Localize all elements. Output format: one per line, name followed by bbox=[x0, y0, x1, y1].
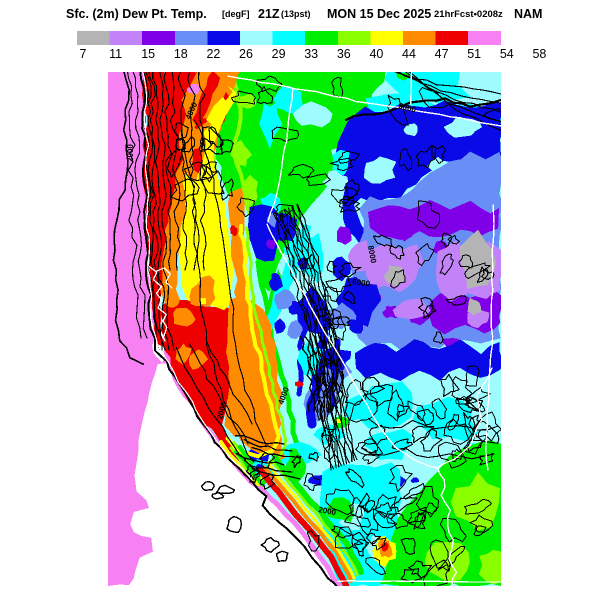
svg-text:44: 44 bbox=[402, 47, 416, 61]
svg-text:21Z: 21Z bbox=[258, 7, 280, 21]
svg-text:2000: 2000 bbox=[318, 505, 338, 517]
svg-text:7: 7 bbox=[80, 47, 87, 61]
svg-text:Sfc. (2m) Dew Pt. Temp.: Sfc. (2m) Dew Pt. Temp. bbox=[66, 7, 207, 21]
svg-text:15: 15 bbox=[141, 47, 155, 61]
svg-text:8000: 8000 bbox=[366, 245, 378, 265]
svg-text:11: 11 bbox=[109, 47, 122, 61]
svg-text:58: 58 bbox=[532, 47, 546, 61]
svg-text:21hrFcst•0208z: 21hrFcst•0208z bbox=[434, 9, 503, 20]
svg-text:51: 51 bbox=[467, 47, 481, 61]
svg-text:36: 36 bbox=[337, 47, 351, 61]
svg-text:26: 26 bbox=[239, 47, 253, 61]
svg-text:MON 15 Dec 2025: MON 15 Dec 2025 bbox=[327, 7, 431, 21]
svg-text:54: 54 bbox=[500, 47, 514, 61]
svg-text:6000: 6000 bbox=[352, 277, 371, 288]
svg-text:22: 22 bbox=[206, 47, 220, 61]
svg-text:29: 29 bbox=[272, 47, 286, 61]
svg-text:47: 47 bbox=[435, 47, 449, 61]
svg-text:33: 33 bbox=[304, 47, 318, 61]
svg-text:18: 18 bbox=[174, 47, 188, 61]
svg-text:2000: 2000 bbox=[126, 144, 135, 162]
svg-text:(13pst): (13pst) bbox=[281, 9, 311, 19]
svg-text:[degF]: [degF] bbox=[222, 9, 250, 19]
svg-text:NAM: NAM bbox=[514, 7, 542, 21]
svg-text:40: 40 bbox=[369, 47, 383, 61]
